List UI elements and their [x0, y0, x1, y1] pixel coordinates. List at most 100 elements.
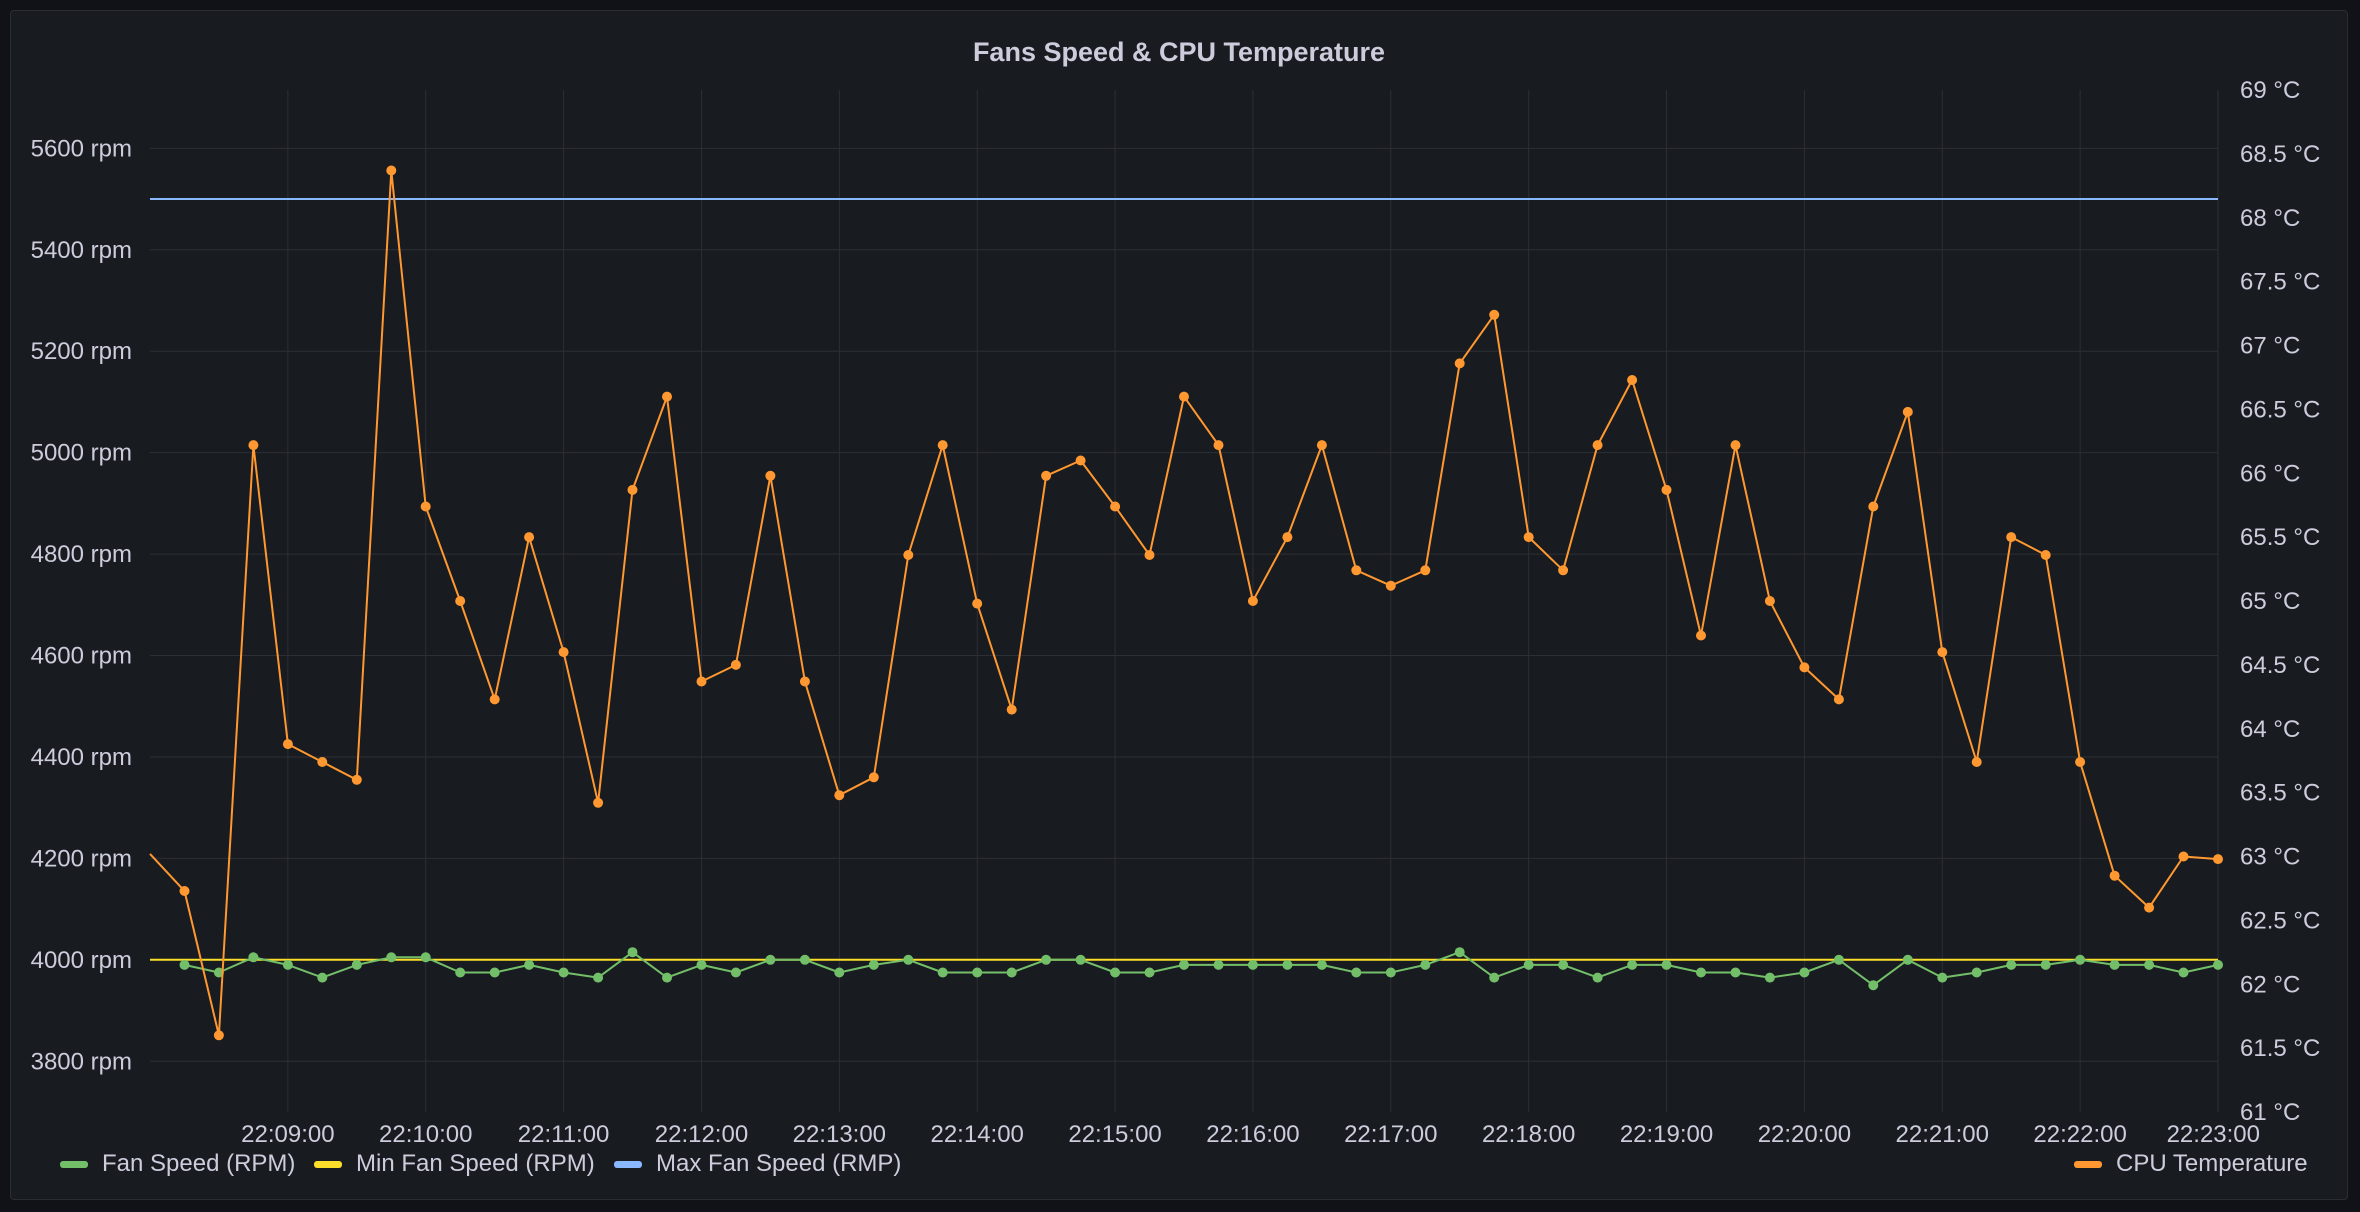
data-point-fan[interactable] — [593, 972, 604, 983]
data-point-fan[interactable] — [2040, 959, 2051, 970]
data-point-cpu[interactable] — [2144, 902, 2155, 913]
data-point-cpu[interactable] — [2178, 851, 2189, 862]
data-point-cpu[interactable] — [1799, 662, 1810, 673]
data-point-cpu[interactable] — [1385, 580, 1396, 591]
data-point-cpu[interactable] — [179, 886, 190, 896]
data-point-fan[interactable] — [1661, 959, 1672, 970]
data-point-cpu[interactable] — [1110, 501, 1121, 512]
data-point-cpu[interactable] — [1041, 470, 1052, 481]
data-point-fan[interactable] — [972, 967, 983, 978]
data-point-cpu[interactable] — [282, 739, 293, 750]
data-point-cpu[interactable] — [1696, 630, 1706, 641]
data-point-fan[interactable] — [2213, 959, 2223, 970]
data-point-fan[interactable] — [1833, 954, 1844, 965]
data-point-cpu[interactable] — [1523, 532, 1534, 543]
data-point-fan[interactable] — [2178, 967, 2189, 978]
data-point-cpu[interactable] — [730, 659, 741, 670]
data-point-cpu[interactable] — [2075, 757, 2086, 767]
data-point-cpu[interactable] — [1213, 440, 1224, 451]
data-point-cpu[interactable] — [972, 598, 983, 609]
data-point-fan[interactable] — [558, 967, 569, 978]
data-point-cpu[interactable] — [1627, 375, 1638, 385]
data-point-fan[interactable] — [386, 952, 397, 963]
data-point-fan[interactable] — [420, 952, 431, 963]
data-point-cpu[interactable] — [627, 484, 638, 495]
data-point-cpu[interactable] — [420, 501, 431, 512]
data-point-cpu[interactable] — [1351, 565, 1362, 576]
data-point-cpu[interactable] — [248, 440, 259, 451]
data-point-cpu[interactable] — [213, 1030, 224, 1041]
data-point-fan[interactable] — [834, 967, 845, 978]
data-point-cpu[interactable] — [696, 676, 707, 687]
data-point-cpu[interactable] — [868, 772, 879, 783]
data-point-cpu[interactable] — [1489, 309, 1500, 320]
data-point-cpu[interactable] — [1937, 647, 1948, 658]
data-point-fan[interactable] — [1179, 959, 1189, 970]
data-point-fan[interactable] — [1764, 972, 1775, 983]
data-point-fan[interactable] — [1041, 954, 1052, 965]
data-point-fan[interactable] — [1144, 967, 1155, 978]
data-point-cpu[interactable] — [455, 596, 466, 606]
data-point-cpu[interactable] — [1282, 532, 1293, 543]
data-point-fan[interactable] — [1454, 947, 1465, 958]
data-point-fan[interactable] — [179, 959, 190, 970]
data-point-fan[interactable] — [1902, 954, 1913, 965]
data-point-cpu[interactable] — [799, 676, 810, 687]
data-point-cpu[interactable] — [1764, 596, 1775, 606]
data-point-fan[interactable] — [455, 967, 466, 978]
data-point-cpu[interactable] — [558, 647, 569, 658]
data-point-cpu[interactable] — [489, 694, 500, 705]
legend-item-fan-speed[interactable]: Fan Speed (RPM) — [60, 1150, 295, 1178]
legend-item-max-fan-speed[interactable]: Max Fan Speed (RMP) — [614, 1150, 901, 1178]
data-point-cpu[interactable] — [1558, 565, 1569, 576]
data-point-fan[interactable] — [1489, 972, 1500, 983]
data-point-fan[interactable] — [1213, 959, 1224, 970]
data-point-fan[interactable] — [903, 954, 914, 965]
data-point-cpu[interactable] — [2213, 854, 2223, 865]
data-point-fan[interactable] — [1868, 980, 1879, 991]
data-point-fan[interactable] — [2109, 959, 2120, 970]
data-point-cpu[interactable] — [662, 391, 672, 402]
data-point-cpu[interactable] — [1144, 550, 1155, 560]
data-point-cpu[interactable] — [1420, 565, 1431, 576]
data-point-fan[interactable] — [248, 952, 259, 963]
data-point-fan[interactable] — [627, 947, 638, 958]
data-point-fan[interactable] — [1627, 959, 1638, 970]
data-point-cpu[interactable] — [593, 797, 604, 808]
data-point-fan[interactable] — [1351, 967, 1362, 978]
data-point-fan[interactable] — [765, 954, 776, 965]
data-point-fan[interactable] — [1799, 967, 1810, 978]
data-point-fan[interactable] — [1696, 967, 1706, 978]
data-point-cpu[interactable] — [1075, 455, 1086, 466]
data-point-cpu[interactable] — [903, 550, 914, 560]
data-point-fan[interactable] — [489, 967, 500, 978]
data-point-fan[interactable] — [1282, 959, 1293, 970]
data-point-cpu[interactable] — [317, 757, 328, 767]
data-point-cpu[interactable] — [1179, 391, 1189, 402]
data-point-fan[interactable] — [351, 959, 362, 970]
data-point-fan[interactable] — [1247, 959, 1258, 970]
data-point-cpu[interactable] — [524, 532, 535, 543]
data-point-fan[interactable] — [1420, 959, 1431, 970]
data-point-cpu[interactable] — [1454, 358, 1465, 369]
data-point-cpu[interactable] — [937, 440, 948, 451]
data-point-cpu[interactable] — [1006, 704, 1017, 715]
data-point-fan[interactable] — [1523, 959, 1534, 970]
data-point-fan[interactable] — [1075, 954, 1086, 965]
data-point-cpu[interactable] — [2040, 550, 2051, 560]
data-point-cpu[interactable] — [1661, 484, 1672, 495]
data-point-cpu[interactable] — [2109, 870, 2120, 881]
data-point-fan[interactable] — [937, 967, 948, 978]
data-point-cpu[interactable] — [351, 774, 362, 785]
data-point-cpu[interactable] — [1247, 596, 1258, 606]
data-point-fan[interactable] — [1385, 967, 1396, 978]
data-point-fan[interactable] — [282, 959, 293, 970]
data-point-fan[interactable] — [524, 959, 535, 970]
data-point-cpu[interactable] — [2006, 532, 2017, 543]
data-point-fan[interactable] — [317, 972, 328, 983]
data-point-cpu[interactable] — [1833, 694, 1844, 705]
data-point-fan[interactable] — [1558, 959, 1569, 970]
data-point-cpu[interactable] — [1902, 406, 1913, 417]
data-point-fan[interactable] — [2075, 954, 2086, 965]
data-point-fan[interactable] — [1592, 972, 1603, 983]
